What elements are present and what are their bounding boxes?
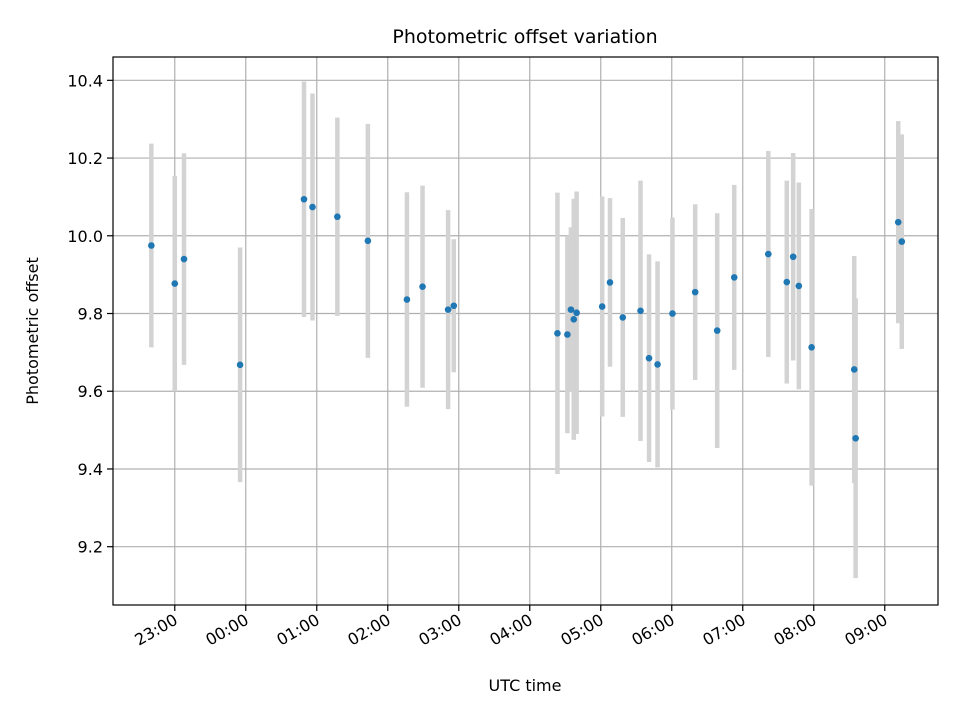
data-point [148, 242, 155, 249]
y-tick-label: 10.4 [67, 71, 103, 90]
x-tick-label: 07:00 [699, 610, 748, 650]
chart-title: Photometric offset variation [392, 26, 657, 48]
y-axis-label: Photometric offset [23, 257, 42, 405]
data-point [567, 306, 575, 313]
data-point [691, 288, 699, 296]
data-point [669, 310, 676, 317]
data-point [564, 331, 571, 338]
y-tick-label: 9.4 [78, 460, 103, 479]
x-tick-label: 06:00 [628, 610, 677, 650]
y-tick-label: 9.2 [78, 538, 103, 557]
x-tick-label: 01:00 [273, 610, 322, 650]
y-tick-label: 9.8 [78, 305, 103, 324]
data-point [852, 434, 859, 442]
data-point [450, 302, 458, 310]
x-tick-label: 09:00 [841, 610, 890, 650]
data-point [850, 366, 858, 373]
data-point [419, 283, 426, 290]
grid-layer [113, 57, 938, 605]
x-axis-ticks: 23:00 00:00 01:00 02:00 03:00 04:00 05:00 06:00… [131, 605, 891, 650]
plot-frame [112, 56, 939, 606]
x-tick-label: 23:00 [131, 610, 180, 650]
data-point-layer [148, 195, 906, 442]
x-tick-label: 03:00 [415, 610, 464, 650]
data-point [637, 307, 644, 315]
data-point [606, 279, 614, 286]
data-point [789, 253, 797, 261]
data-point [236, 361, 244, 369]
data-point [364, 237, 372, 245]
data-point [554, 330, 561, 337]
data-point [894, 218, 902, 226]
data-point [300, 195, 308, 203]
data-point [765, 250, 772, 258]
y-tick-label: 10.2 [67, 149, 103, 168]
y-axis-ticks: 9.2 9.4 9.6 9.8 10.0 10.2 10.4 [67, 71, 113, 557]
data-point [654, 361, 661, 368]
data-point [808, 344, 815, 351]
data-point [444, 306, 452, 313]
data-point [619, 314, 627, 321]
data-point [598, 303, 606, 310]
data-point [898, 238, 906, 245]
data-point [573, 309, 580, 317]
x-tick-label: 02:00 [344, 610, 393, 650]
data-point [713, 327, 721, 334]
data-point [570, 316, 578, 323]
data-point [645, 354, 653, 362]
y-tick-label: 10.0 [67, 227, 103, 246]
errorbar-layer [149, 81, 905, 579]
data-point [171, 280, 179, 287]
data-point [180, 255, 188, 263]
x-axis-label: UTC time [489, 676, 562, 695]
x-tick-label: 08:00 [770, 610, 819, 650]
data-point [403, 296, 411, 303]
x-tick-label: 04:00 [486, 610, 535, 650]
y-tick-label: 9.6 [78, 382, 103, 401]
data-point [795, 282, 803, 290]
data-point [783, 278, 791, 286]
data-point [730, 274, 738, 281]
data-point [334, 213, 341, 221]
x-tick-label: 05:00 [557, 610, 606, 650]
data-point [309, 203, 316, 211]
x-tick-label: 00:00 [202, 610, 251, 650]
